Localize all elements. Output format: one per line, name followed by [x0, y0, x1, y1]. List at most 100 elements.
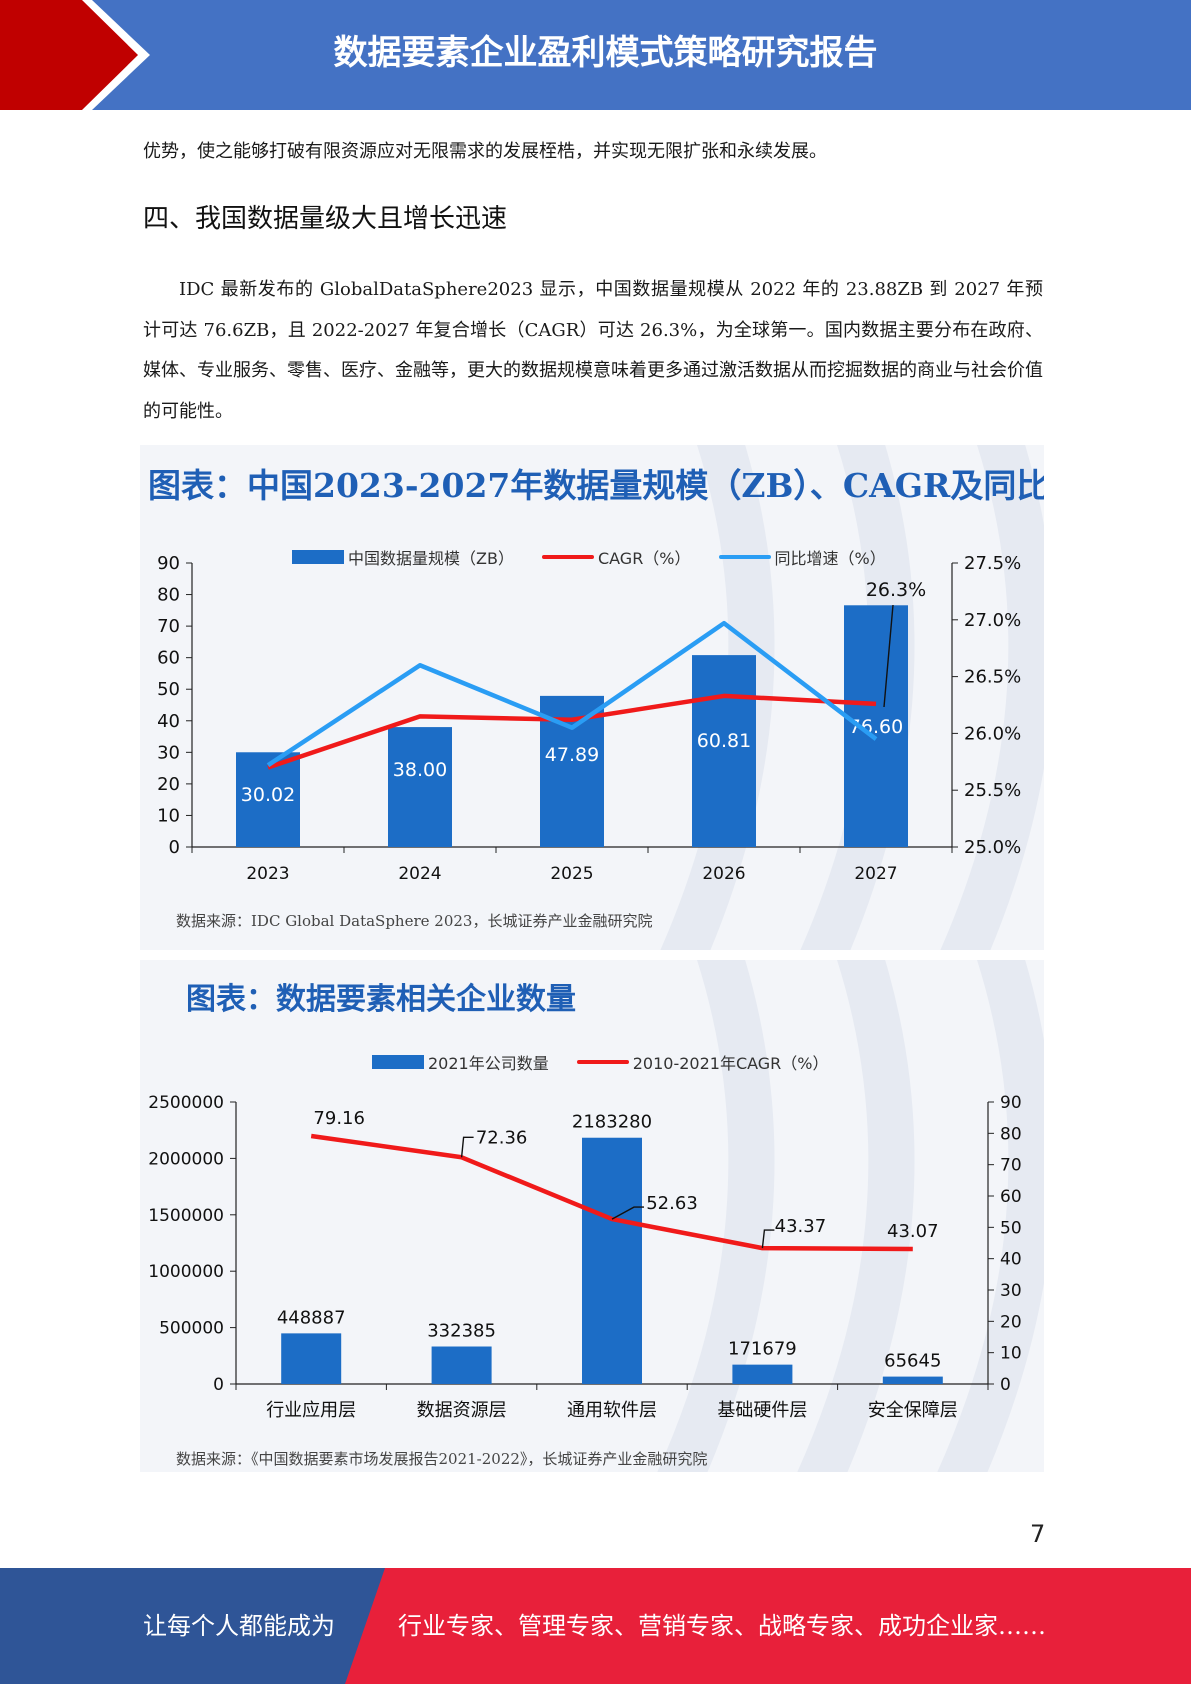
right-axis-tick-label: 70: [1000, 1156, 1022, 1176]
chart-legend: 中国数据量规模（ZB） CAGR（%） 同比增速（%）: [292, 545, 914, 569]
x-axis-category-label: 通用软件层: [567, 1400, 657, 1421]
bar: [692, 655, 756, 847]
right-axis-tick-label: 60: [1000, 1187, 1022, 1207]
bar: [388, 727, 452, 847]
legend-line-swatch: [718, 555, 771, 559]
left-axis-tick-label: 30: [157, 742, 180, 763]
series-line: [267, 693, 877, 770]
bar-value-label: 76.60: [849, 716, 903, 738]
x-axis-category-label: 数据资源层: [417, 1400, 507, 1421]
legend-item: 中国数据量规模（ZB）: [292, 545, 514, 569]
data-label-leader: [460, 1136, 474, 1158]
left-axis-tick-label: 1500000: [148, 1206, 224, 1226]
right-axis-tick-label: 25.5%: [964, 780, 1021, 801]
bar-value-label: 332385: [427, 1321, 496, 1342]
left-axis-tick-label: 0: [213, 1375, 224, 1395]
bar-value-label: 448887: [277, 1307, 346, 1328]
legend-bar-swatch: [292, 550, 344, 564]
background-stripe: [657, 960, 775, 1472]
right-axis-tick-label: 90: [1000, 1093, 1022, 1113]
bar: [236, 752, 300, 847]
bar-value-label: 30.02: [241, 784, 295, 806]
x-axis-category-label: 2024: [398, 864, 441, 884]
x-axis-category-label: 行业应用层: [266, 1400, 356, 1421]
right-axis-tick-label: 40: [1000, 1250, 1022, 1270]
chart-title: 图表：数据要素相关企业数量: [186, 982, 576, 1017]
bar: [732, 1364, 793, 1384]
line-value-label: 52.63: [646, 1193, 698, 1214]
background-stripe: [940, 445, 1044, 950]
right-axis-tick-label: 50: [1000, 1218, 1022, 1238]
bar-value-label: 47.89: [545, 744, 599, 766]
line-value-label: 43.37: [775, 1216, 827, 1237]
left-axis-tick-label: 40: [157, 711, 180, 732]
left-axis-tick-label: 50: [157, 679, 180, 700]
left-axis-tick-label: 0: [169, 837, 180, 858]
x-axis-category-label: 2026: [702, 864, 745, 884]
right-axis-tick-label: 27.0%: [964, 610, 1021, 631]
left-axis-tick-label: 20: [157, 774, 180, 795]
page-footer: 让每个人都能成为 行业专家、管理专家、营销专家、战略专家、成功企业家……: [0, 1568, 1191, 1684]
chart-title: 图表：中国2023-2027年数据量规模（ZB）、CAGR及同比增速: [148, 466, 1044, 505]
data-label-leader: [761, 1229, 775, 1249]
series-line: [266, 620, 878, 768]
paragraph-continuation: 优势，使之能够打破有限资源应对无限需求的发展桎梏，并实现无限扩张和永续发展。: [143, 141, 827, 162]
bar-value-label: 65645: [884, 1351, 941, 1372]
chart-source: 数据来源：IDC Global DataSphere 2023，长城证券产业金融…: [176, 912, 653, 930]
annotation-label: 26.3%: [866, 579, 926, 601]
x-axis-category-label: 2027: [854, 864, 897, 884]
legend-item: 2021年公司数量: [372, 1050, 549, 1074]
left-axis-tick-label: 90: [157, 553, 180, 574]
right-axis-tick-label: 25.0%: [964, 837, 1021, 858]
bar-value-label: 60.81: [697, 730, 751, 752]
legend-item: CAGR（%）: [541, 545, 691, 569]
legend-item: 同比增速（%）: [718, 545, 886, 569]
background-stripe: [797, 960, 915, 1472]
legend-bar-swatch: [372, 1055, 424, 1069]
line-value-label: 72.36: [476, 1127, 528, 1148]
x-axis-category-label: 2025: [550, 864, 593, 884]
legend-label: 中国数据量规模（ZB）: [348, 549, 514, 568]
data-label-leader: [611, 1206, 644, 1220]
legend-label: 同比增速（%）: [774, 549, 886, 568]
legend-label: CAGR（%）: [597, 549, 691, 568]
section-title: 四、我国数据量级大且增长迅速: [143, 204, 508, 234]
bar: [844, 605, 908, 847]
left-axis-tick-label: 2500000: [148, 1093, 224, 1113]
bar: [281, 1333, 342, 1384]
x-axis-category-label: 2023: [246, 864, 289, 884]
chart-background-decoration: [657, 960, 1044, 1472]
annotation-leader: [883, 604, 894, 708]
x-axis-category-label: 基础硬件层: [717, 1400, 807, 1421]
x-axis-category-label: 安全保障层: [868, 1400, 958, 1421]
chart-legend: 2021年公司数量 2010-2021年CAGR（%）: [372, 1050, 857, 1074]
line-value-label: 43.07: [887, 1221, 939, 1242]
right-axis-tick-label: 20: [1000, 1312, 1022, 1332]
right-axis-tick-label: 80: [1000, 1124, 1022, 1144]
left-axis-tick-label: 10: [157, 805, 180, 826]
right-axis-tick-label: 30: [1000, 1281, 1022, 1301]
left-axis-tick-label: 500000: [159, 1319, 224, 1339]
bar-value-label: 171679: [728, 1339, 797, 1360]
line-value-label: 79.16: [313, 1108, 365, 1129]
footer-blue-panel: [0, 1568, 385, 1684]
left-axis-tick-label: 70: [157, 616, 180, 637]
page-header: 数据要素企业盈利模式策略研究报告: [0, 0, 1191, 110]
right-axis-tick-label: 10: [1000, 1344, 1022, 1364]
left-axis-tick-label: 60: [157, 648, 180, 669]
right-axis-tick-label: 0: [1000, 1375, 1011, 1395]
bar: [582, 1137, 642, 1384]
bar: [431, 1346, 492, 1384]
left-axis-tick-label: 2000000: [148, 1149, 224, 1169]
legend-line-swatch: [541, 555, 594, 559]
bar-value-label: 2183280: [572, 1112, 652, 1133]
bar: [882, 1376, 943, 1384]
bar-value-label: 38.00: [393, 759, 447, 781]
page-number: 7: [1030, 1520, 1046, 1548]
chart-enterprise-count-plot: 0 500000 1000000 1500000 2000000 2500000 0 10 20…: [148, 960, 1044, 1472]
legend-label: 2021年公司数量: [428, 1054, 549, 1073]
paragraph-idc: IDC 最新发布的 GlobalDataSphere2023 显示，中国数据量规…: [143, 279, 1043, 422]
legend-item: 2010-2021年CAGR（%）: [576, 1050, 829, 1074]
chart-enterprise-count: 0 500000 1000000 1500000 2000000 2500000 0 10 20…: [140, 960, 1044, 1472]
legend-label: 2010-2021年CAGR（%）: [632, 1054, 829, 1073]
